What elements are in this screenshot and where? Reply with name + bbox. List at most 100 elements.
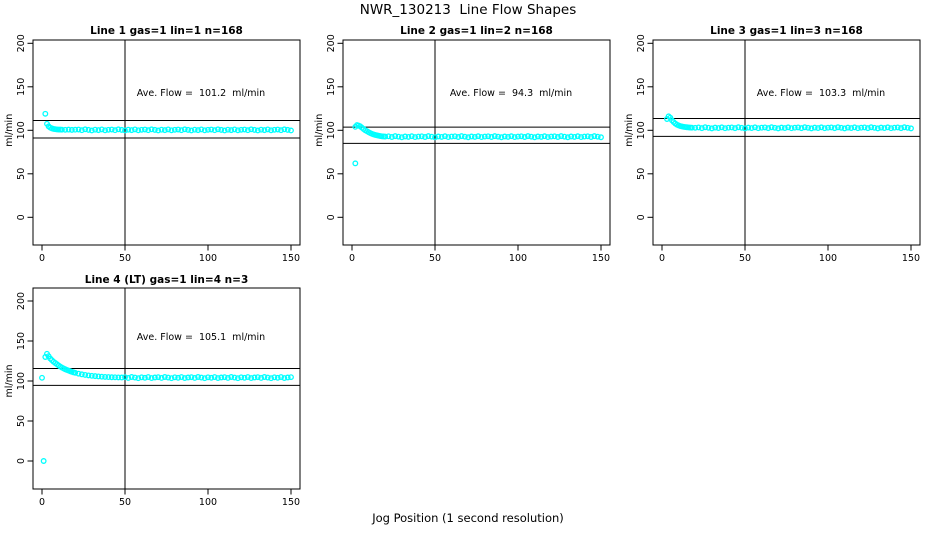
data-point bbox=[151, 374, 158, 381]
data-point bbox=[168, 127, 175, 134]
panel-header: Line 3 gas=1 lin=3 n=168 bbox=[710, 25, 863, 37]
data-point bbox=[848, 125, 855, 131]
data-point bbox=[72, 126, 79, 133]
x-tick-label: 150 bbox=[592, 253, 610, 264]
data-point bbox=[68, 126, 75, 133]
data-point bbox=[508, 133, 515, 140]
data-point bbox=[188, 127, 195, 134]
data-point bbox=[241, 374, 248, 381]
data-point bbox=[448, 133, 455, 140]
y-axis: 0 50 100 150 200 ml/min bbox=[314, 34, 343, 220]
panel-line-3: 0 50 100 150 200 ml/min 0 50 100 150 Ave. Flow = 1… bbox=[624, 25, 921, 264]
data-series bbox=[352, 122, 604, 167]
data-point bbox=[224, 375, 231, 381]
plot-border bbox=[32, 39, 301, 246]
data-point bbox=[584, 133, 591, 140]
data-point bbox=[455, 134, 462, 140]
data-point bbox=[98, 373, 105, 380]
data-point bbox=[132, 126, 138, 133]
plot-box bbox=[342, 39, 611, 246]
data-point bbox=[581, 133, 588, 140]
plot-box bbox=[32, 287, 301, 490]
data-point bbox=[425, 133, 432, 140]
data-point bbox=[40, 458, 47, 464]
data-point bbox=[891, 124, 898, 131]
data-point bbox=[205, 126, 211, 133]
data-point bbox=[224, 126, 231, 133]
data-point bbox=[841, 125, 848, 132]
data-point bbox=[825, 124, 831, 131]
data-point bbox=[284, 374, 291, 381]
data-point bbox=[868, 124, 875, 131]
data-point bbox=[735, 124, 742, 131]
panel-title: Line 4 (LT) gas=1 lin=4 n=3 bbox=[85, 274, 249, 286]
data-point bbox=[561, 133, 568, 140]
data-point bbox=[775, 125, 782, 132]
data-point bbox=[712, 124, 719, 131]
y-tick-label: 0 bbox=[16, 458, 27, 464]
data-point bbox=[478, 134, 485, 141]
data-point bbox=[432, 134, 438, 141]
panel-line-2: 0 50 100 150 200 ml/min 0 50 100 150 Ave. Flow = 9… bbox=[314, 25, 611, 264]
data-point bbox=[505, 133, 511, 140]
y-axis-title: ml/min bbox=[314, 114, 325, 147]
data-point bbox=[145, 374, 152, 381]
data-point bbox=[702, 124, 709, 131]
data-point bbox=[461, 133, 468, 140]
y-tick-label: 100 bbox=[326, 121, 337, 139]
y-tick-label: 0 bbox=[636, 214, 647, 220]
data-point bbox=[698, 125, 705, 132]
data-point bbox=[165, 374, 172, 381]
data-point bbox=[392, 133, 399, 140]
data-point bbox=[228, 127, 235, 134]
data-point bbox=[238, 126, 245, 133]
data-point bbox=[218, 374, 225, 381]
data-point bbox=[132, 374, 138, 381]
data-point bbox=[538, 133, 545, 140]
data-point bbox=[198, 374, 205, 381]
data-point bbox=[465, 134, 472, 141]
data-point bbox=[108, 374, 115, 381]
data-point bbox=[188, 374, 195, 381]
ave-flow-annotation: Ave. Flow = 101.2 ml/min bbox=[137, 88, 265, 99]
data-point bbox=[118, 126, 125, 133]
data-point bbox=[795, 124, 802, 131]
data-point bbox=[62, 126, 69, 133]
data-point bbox=[521, 134, 528, 140]
data-point bbox=[878, 124, 885, 131]
data-point bbox=[884, 124, 891, 131]
x-tick-label: 0 bbox=[349, 253, 355, 264]
data-point bbox=[594, 133, 601, 140]
data-point bbox=[78, 371, 85, 378]
y-tick-label: 150 bbox=[636, 78, 647, 96]
data-point bbox=[438, 133, 445, 140]
data-point bbox=[238, 374, 245, 381]
data-point bbox=[268, 375, 275, 382]
panel-line-4: 0 50 100 150 200 ml/min 0 50 100 150 Ave. Flow = 1… bbox=[4, 274, 301, 508]
data-point bbox=[201, 127, 208, 134]
data-point bbox=[155, 374, 162, 381]
data-point bbox=[828, 124, 835, 131]
data-point bbox=[778, 124, 785, 131]
data-point bbox=[498, 134, 505, 141]
data-point bbox=[125, 126, 132, 133]
data-point bbox=[525, 133, 531, 140]
data-point bbox=[888, 125, 895, 132]
data-point bbox=[745, 124, 752, 131]
ave-flow-annotation: Ave. Flow = 105.1 ml/min bbox=[137, 332, 265, 343]
data-point bbox=[65, 126, 72, 133]
data-point bbox=[102, 127, 109, 134]
data-point bbox=[135, 127, 142, 134]
data-point bbox=[568, 133, 575, 140]
data-point bbox=[781, 125, 788, 131]
y-tick-label: 100 bbox=[16, 372, 27, 390]
panel-line-1: 0 50 100 150 200 ml/min 0 50 100 150 Ave. Flow = 1… bbox=[4, 25, 301, 264]
data-point bbox=[161, 374, 168, 380]
y-axis: 0 50 100 150 200 ml/min bbox=[4, 34, 33, 220]
data-point bbox=[352, 160, 359, 167]
data-point bbox=[752, 124, 758, 131]
data-point bbox=[39, 374, 45, 381]
data-point bbox=[284, 126, 291, 133]
data-point bbox=[501, 133, 508, 140]
data-point bbox=[854, 125, 861, 132]
